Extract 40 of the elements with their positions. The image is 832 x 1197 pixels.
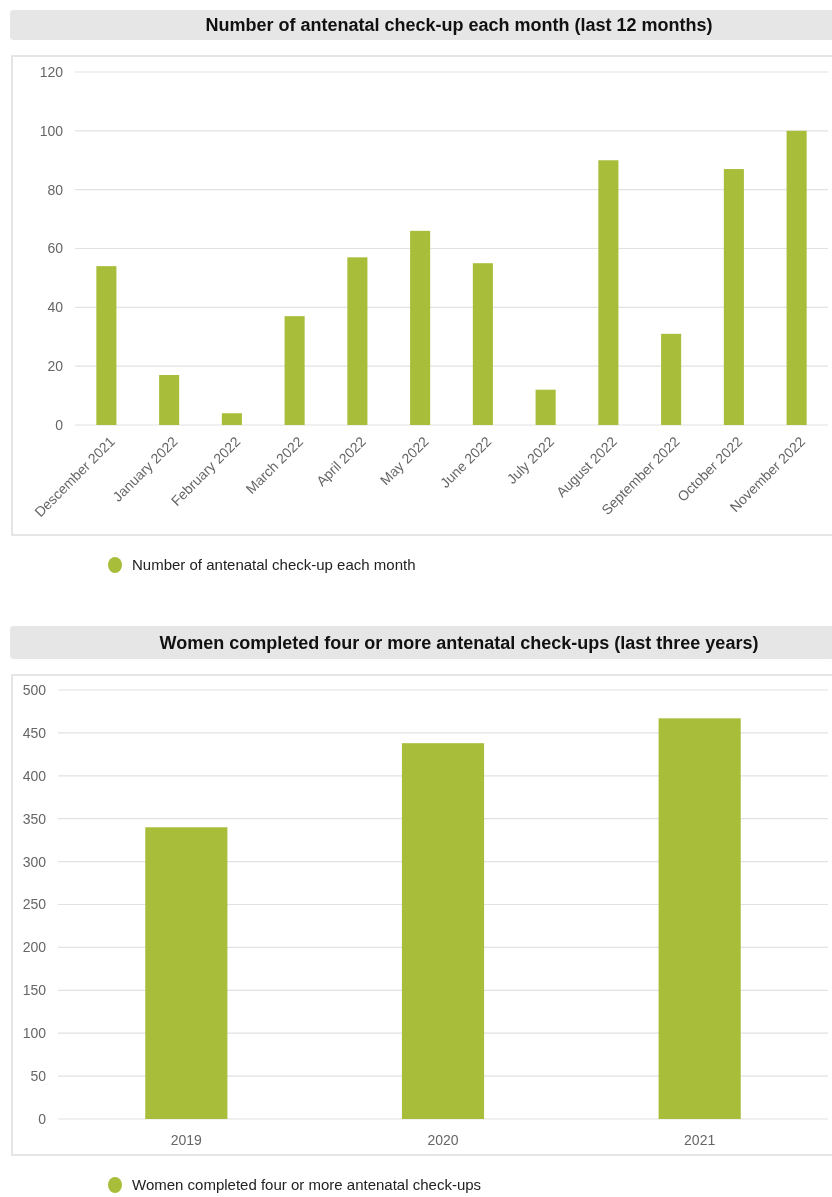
bar (401, 743, 485, 1119)
y-tick-label: 120 (39, 63, 64, 80)
bar (661, 333, 682, 425)
bar (723, 169, 744, 425)
bar (658, 718, 741, 1119)
y-tick-label: 0 (38, 1110, 47, 1127)
bar (786, 130, 807, 425)
bar (472, 263, 493, 425)
legend-label: Number of antenatal check-up each month (132, 556, 416, 574)
y-tick-label: 50 (30, 1068, 47, 1084)
bar (96, 266, 117, 425)
y-tick-label: 60 (47, 240, 64, 257)
chart-title: Women completed four or more antenatal check-ups (last three years) (159, 632, 759, 653)
bar (159, 374, 180, 425)
y-tick-label: 20 (47, 358, 64, 375)
y-tick-label: 40 (47, 299, 64, 316)
y-tick-label: 300 (22, 853, 47, 870)
bar (284, 316, 305, 425)
y-tick-label: 150 (22, 982, 47, 999)
y-tick-label: 100 (39, 122, 64, 139)
bar (535, 389, 556, 425)
y-tick-label: 350 (22, 810, 47, 827)
bar (145, 827, 228, 1119)
x-tick-label: 2020 (427, 1131, 459, 1148)
legend-label: Women completed four or more antenatal check-ups (132, 1176, 482, 1194)
x-tick-label: 2019 (170, 1131, 203, 1148)
chart-title: Number of antenatal check-up each month (last 12 months) (205, 15, 713, 36)
y-tick-label: 200 (22, 939, 47, 956)
y-tick-label: 450 (22, 724, 47, 741)
bar (221, 413, 242, 425)
x-tick-label: 2021 (684, 1131, 716, 1148)
y-tick-label: 500 (22, 681, 47, 698)
y-tick-label: 0 (55, 416, 64, 433)
bar (347, 257, 368, 425)
bar (598, 160, 619, 425)
y-tick-label: 250 (22, 896, 47, 913)
y-tick-label: 80 (47, 181, 64, 198)
y-tick-label: 400 (22, 767, 47, 784)
bar (410, 230, 431, 425)
y-tick-label: 100 (22, 1025, 47, 1042)
